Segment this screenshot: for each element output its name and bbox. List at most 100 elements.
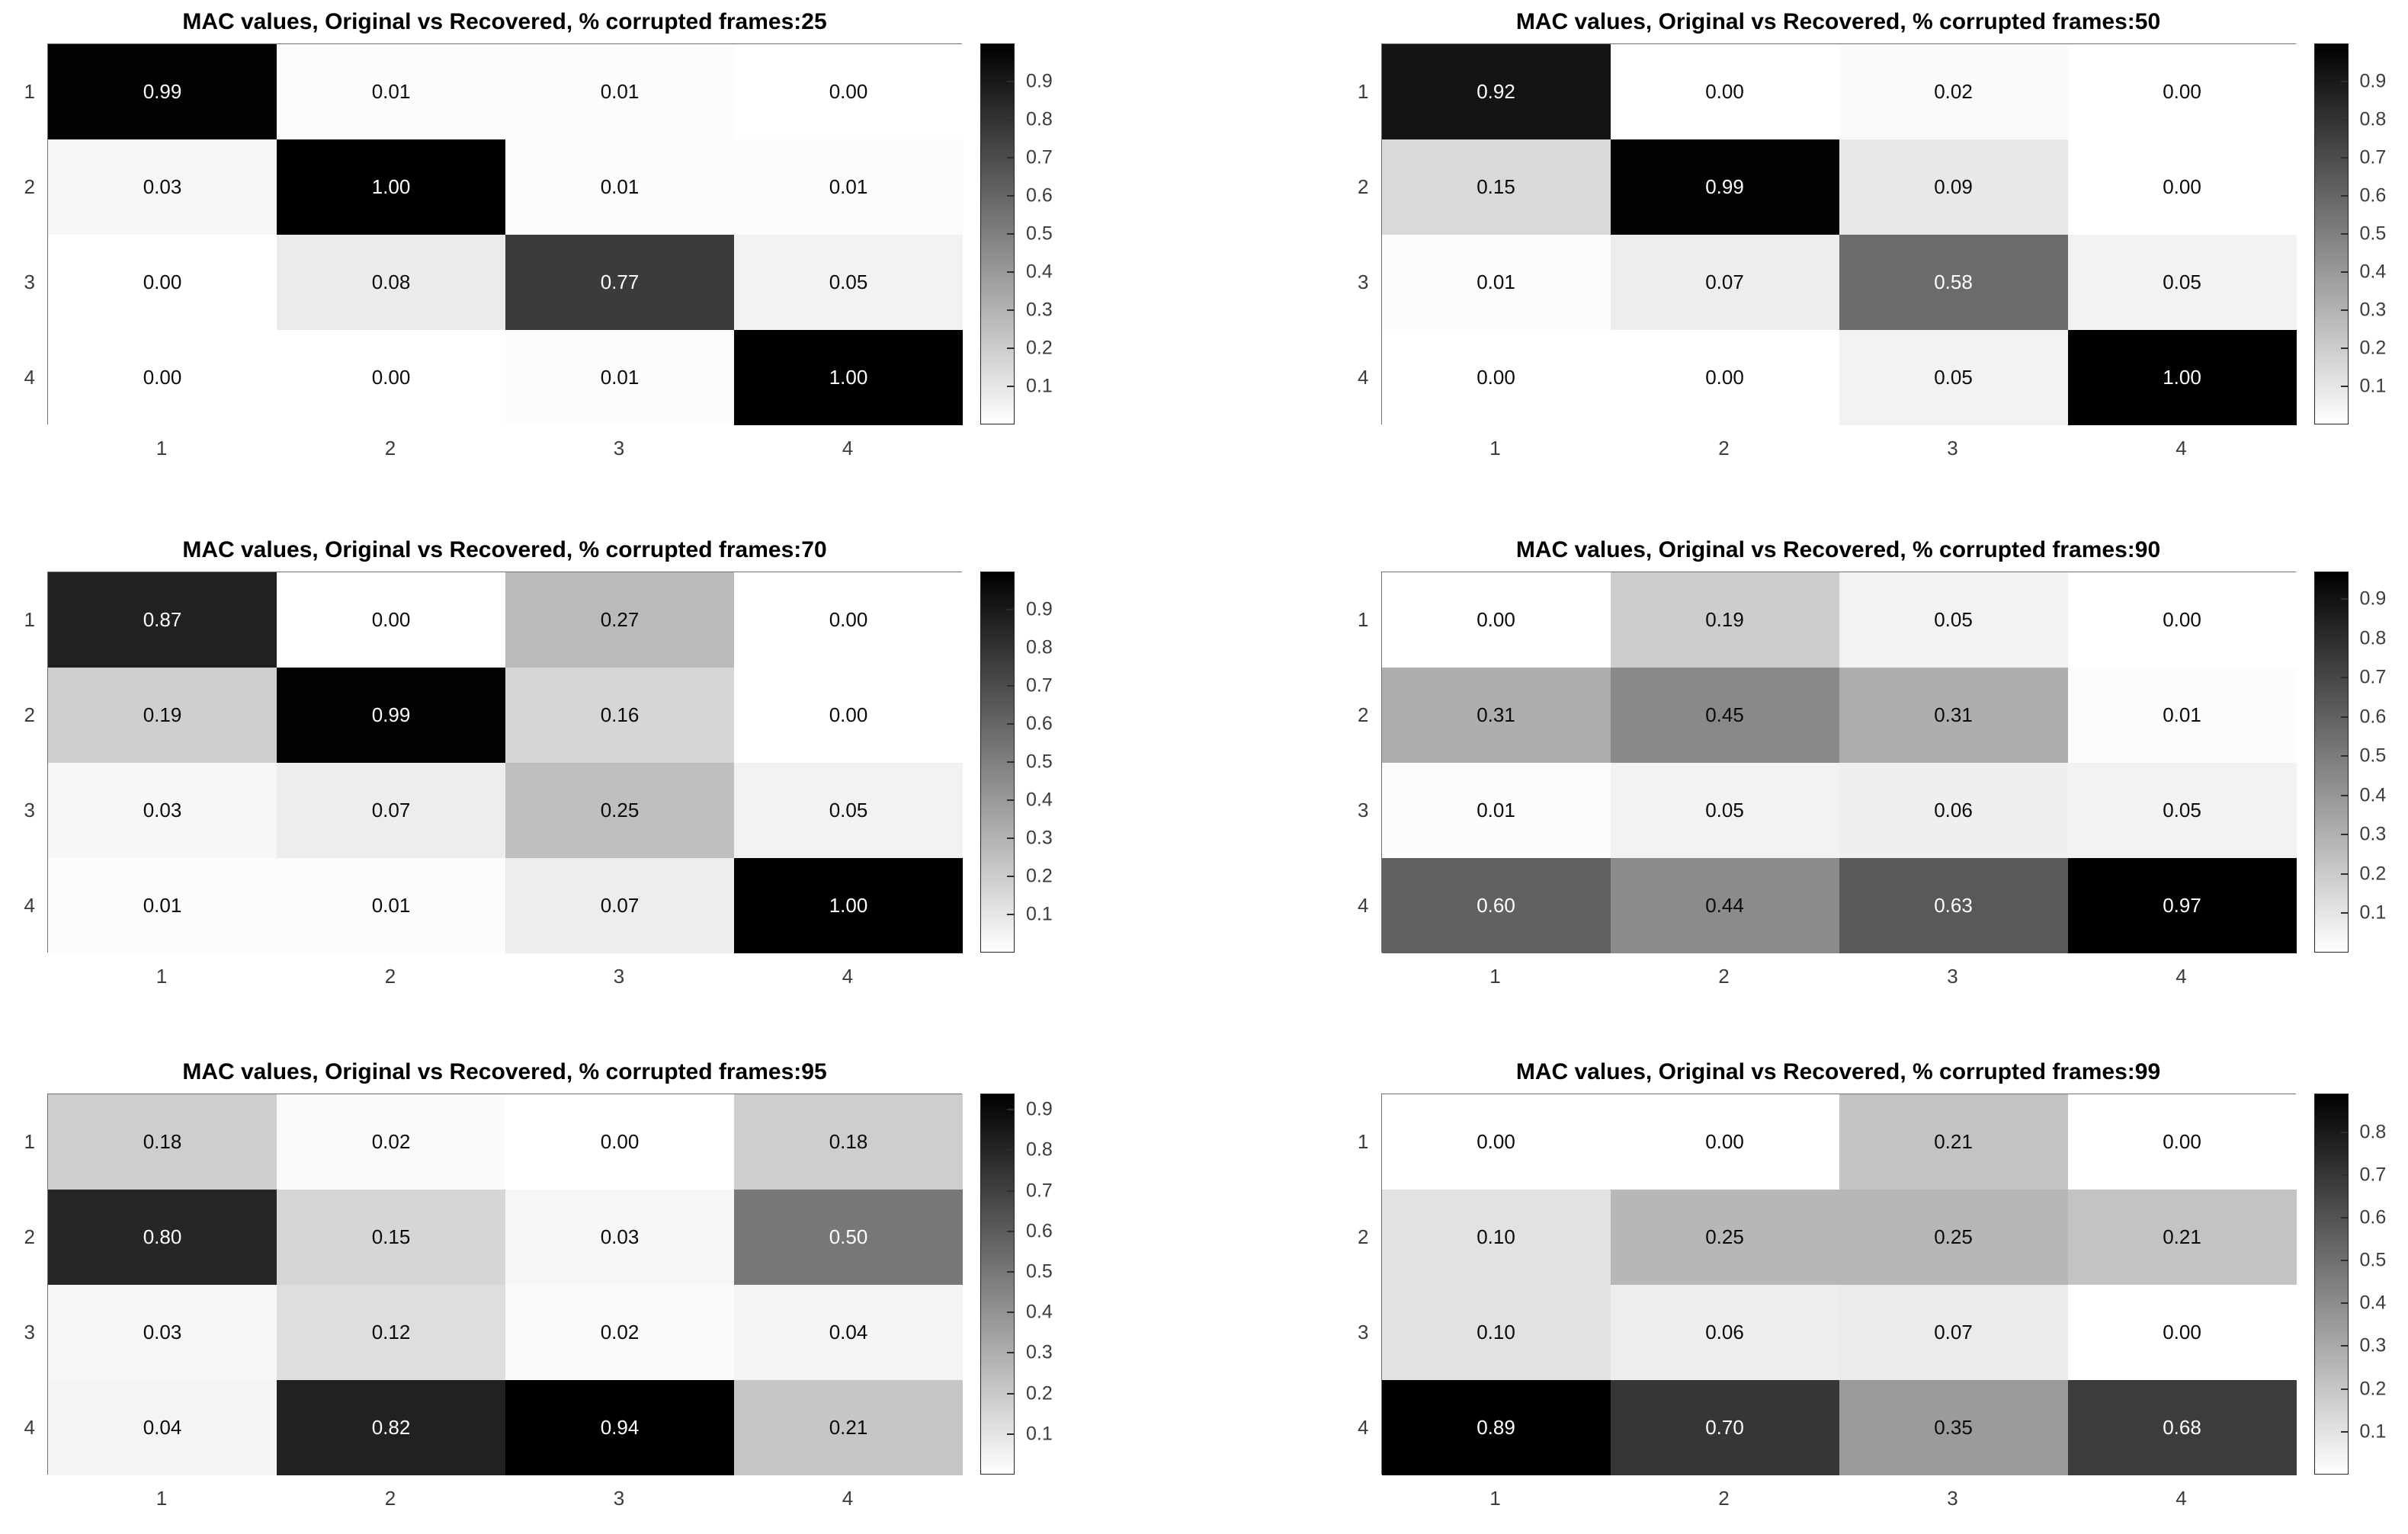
heatmap-cell: 0.03 xyxy=(48,139,277,235)
colorbar-tick-label: 0.7 xyxy=(2359,1164,2387,1186)
colorbar-tick-label: 0.4 xyxy=(1026,1301,1053,1323)
colorbar-tick-label: 0.8 xyxy=(1026,636,1053,658)
heatmap-grid: 0.87 0.00 0.27 0.00 0.19 0.99 0.16 0.00 0.03 0.07… xyxy=(47,572,963,953)
heatmap-cell: 0.87 xyxy=(48,572,277,668)
chart-title: MAC values, Original vs Recovered, % cor… xyxy=(1515,1059,2161,1084)
heatmap-cell: 0.07 xyxy=(277,763,505,858)
heatmap-cell: 0.00 xyxy=(2067,572,2297,668)
x-tick-label: 4 xyxy=(2176,965,2187,988)
colorbar-tick-mark xyxy=(2340,598,2348,600)
x-tick-label: 1 xyxy=(1489,965,1501,988)
heatmap-cell: 0.01 xyxy=(48,858,277,953)
colorbar-tick-mark xyxy=(1007,914,1014,915)
colorbar-tick-mark xyxy=(2340,119,2348,120)
colorbar-tick-label: 0.9 xyxy=(2359,588,2387,610)
x-tick-label: 4 xyxy=(842,965,854,988)
colorbar-tick-mark xyxy=(2340,677,2348,679)
colorbar-tick-mark xyxy=(2340,1260,2348,1262)
x-tick-label: 3 xyxy=(613,965,625,988)
heatmap-cell: 0.00 xyxy=(734,44,963,139)
colorbar-tick-label: 0.9 xyxy=(1026,1098,1053,1120)
heatmap-cell: 0.21 xyxy=(734,1380,963,1475)
colorbar-tick-mark xyxy=(1007,81,1014,82)
heatmap-panel: MAC values, Original vs Recovered, % cor… xyxy=(1204,511,2408,1023)
colorbar-tick-label: 0.6 xyxy=(2359,706,2387,728)
y-tick-label: 3 xyxy=(24,1320,35,1343)
heatmap-cell: 0.01 xyxy=(1381,235,1611,330)
colorbar-tick-mark xyxy=(2340,195,2348,197)
colorbar-tick-label: 0.6 xyxy=(2359,184,2387,207)
heatmap-cell: 0.00 xyxy=(2067,1094,2297,1190)
heatmap-grid: 0.00 0.19 0.05 0.00 0.31 0.45 0.31 0.01 0.01 0.05… xyxy=(1380,572,2297,953)
y-tick-label: 2 xyxy=(1358,1225,1369,1248)
heatmap-cell: 0.00 xyxy=(2067,1285,2297,1380)
x-tick-label: 2 xyxy=(384,965,396,988)
heatmap-cell: 0.10 xyxy=(1381,1285,1611,1380)
heatmap-grid: 0.99 0.01 0.01 0.00 0.03 1.00 0.01 0.01 0.00 0.08… xyxy=(47,43,963,425)
colorbar-tick-mark xyxy=(2340,347,2348,349)
colorbar-tick-label: 0.5 xyxy=(2359,745,2387,767)
heatmap-cell: 0.25 xyxy=(1610,1190,1839,1285)
heatmap-panel: MAC values, Original vs Recovered, % cor… xyxy=(1204,0,2408,511)
y-tick-label: 1 xyxy=(24,1129,35,1153)
heatmap-cell: 0.50 xyxy=(734,1190,963,1285)
heatmap-cell: 0.03 xyxy=(505,1190,734,1285)
colorbar-tick-label: 0.5 xyxy=(2359,223,2387,245)
colorbar-tick-label: 0.3 xyxy=(2359,299,2387,321)
x-tick-label: 2 xyxy=(1718,1487,1730,1510)
colorbar-tick-label: 0.1 xyxy=(2359,375,2387,397)
colorbar-tick-label: 0.7 xyxy=(1026,674,1053,697)
colorbar-tick-label: 0.9 xyxy=(1026,598,1053,620)
x-tick-label: 1 xyxy=(156,437,168,460)
x-tick-label: 2 xyxy=(1718,437,1730,460)
colorbar-tick-mark xyxy=(1007,1271,1014,1273)
heatmap-cell: 0.92 xyxy=(1381,44,1611,139)
heatmap-cell: 0.05 xyxy=(1839,572,2068,668)
colorbar-tick-mark xyxy=(2340,1430,2348,1433)
heatmap-cell: 0.31 xyxy=(1381,668,1611,763)
heatmap-cell: 0.00 xyxy=(277,330,505,425)
colorbar-tick-label: 0.8 xyxy=(2359,108,2387,130)
heatmap-cell: 0.94 xyxy=(505,1380,734,1475)
heatmap-cell: 0.16 xyxy=(505,668,734,763)
heatmap-cell: 1.00 xyxy=(734,858,963,953)
heatmap-cell: 0.99 xyxy=(48,44,277,139)
heatmap-grid: 0.18 0.02 0.00 0.18 0.80 0.15 0.03 0.50 0.03 0.12… xyxy=(47,1094,963,1475)
colorbar-tick-mark xyxy=(2340,309,2348,311)
colorbar-tick-label: 0.7 xyxy=(2359,146,2387,168)
colorbar-tick-label: 0.7 xyxy=(2359,666,2387,688)
heatmap-cell: 0.19 xyxy=(1610,572,1839,668)
y-tick-label: 4 xyxy=(1358,893,1369,917)
heatmap-cell: 0.00 xyxy=(277,572,505,668)
colorbar-tick-mark xyxy=(1007,1149,1014,1151)
heatmap-cell: 0.21 xyxy=(1839,1094,2068,1190)
y-tick-label: 1 xyxy=(1358,79,1369,103)
heatmap-cell: 0.01 xyxy=(505,44,734,139)
heatmap-cell: 0.06 xyxy=(1839,763,2068,858)
heatmap-cell: 1.00 xyxy=(734,330,963,425)
heatmap-cell: 0.99 xyxy=(277,668,505,763)
colorbar-tick-label: 0.3 xyxy=(1026,1341,1053,1363)
colorbar-tick-mark xyxy=(1007,685,1014,687)
colorbar-tick-label: 0.5 xyxy=(1026,751,1053,773)
y-tick-label: 2 xyxy=(24,703,35,726)
x-tick-label: 1 xyxy=(156,1487,168,1510)
colorbar-tick-label: 0.6 xyxy=(1026,184,1053,207)
heatmap-cell: 0.82 xyxy=(277,1380,505,1475)
y-tick-label: 1 xyxy=(1358,1129,1369,1153)
colorbar-tick-label: 0.9 xyxy=(1026,70,1053,92)
heatmap-cell: 0.21 xyxy=(2067,1190,2297,1285)
colorbar-tick-label: 0.5 xyxy=(1026,223,1053,245)
heatmap-cell: 0.25 xyxy=(505,763,734,858)
heatmap-cell: 0.60 xyxy=(1381,858,1611,953)
heatmap-cell: 0.05 xyxy=(2067,763,2297,858)
heatmap-cell: 0.01 xyxy=(505,139,734,235)
colorbar-tick-mark xyxy=(1007,195,1014,197)
y-tick-label: 4 xyxy=(24,365,35,389)
colorbar-tick-mark xyxy=(2340,1345,2348,1347)
heatmap-cell: 0.07 xyxy=(1610,235,1839,330)
heatmap-cell: 0.03 xyxy=(48,763,277,858)
chart-title: MAC values, Original vs Recovered, % cor… xyxy=(182,537,827,562)
colorbar-tick-mark xyxy=(1007,386,1014,387)
colorbar-tick-mark xyxy=(2340,233,2348,235)
